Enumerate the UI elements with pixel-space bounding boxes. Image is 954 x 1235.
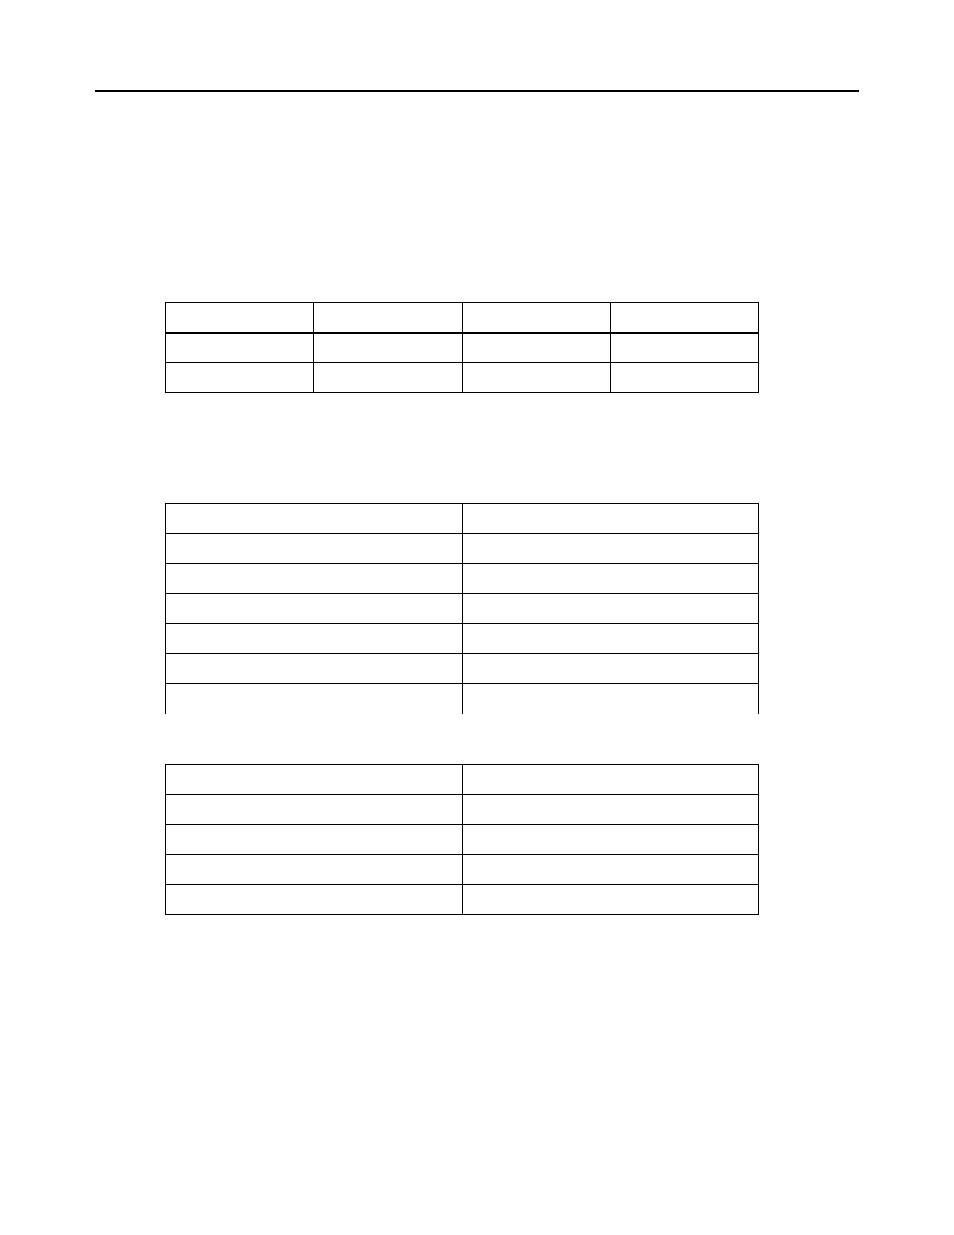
table-cell: [462, 564, 759, 594]
table-cell: [462, 684, 759, 714]
table-cell: [314, 363, 462, 393]
header-rule: [95, 90, 859, 92]
table-cell: [166, 363, 314, 393]
table-cell: [462, 764, 759, 794]
table-cell: [166, 684, 463, 714]
table-cell: [462, 594, 759, 624]
table-cell: [462, 794, 759, 824]
table-cell: [166, 624, 463, 654]
table-row: [166, 884, 759, 914]
table-row: [166, 564, 759, 594]
table-row: [166, 654, 759, 684]
table-row: [166, 624, 759, 654]
table-2: [165, 503, 759, 714]
table-cell: [610, 303, 758, 333]
table-cell: [462, 884, 759, 914]
table-row: [166, 764, 759, 794]
table-cell: [462, 624, 759, 654]
table-cell: [166, 333, 314, 363]
table-cell: [166, 884, 463, 914]
table-cell: [166, 654, 463, 684]
table-cell: [166, 824, 463, 854]
table-row: [166, 854, 759, 884]
table-cell: [166, 303, 314, 333]
table-row: [166, 333, 759, 363]
table-cell: [166, 504, 463, 534]
table-row: [166, 504, 759, 534]
table-3: [165, 764, 759, 915]
table-row: [166, 824, 759, 854]
table-cell: [166, 764, 463, 794]
table-cell: [462, 534, 759, 564]
table-cell: [462, 854, 759, 884]
table-cell: [610, 363, 758, 393]
table-cell: [314, 303, 462, 333]
table-row: [166, 684, 759, 714]
table-cell: [166, 594, 463, 624]
table-cell: [166, 854, 463, 884]
table-row: [166, 794, 759, 824]
table-cell: [314, 333, 462, 363]
table-1: [165, 302, 759, 393]
table-row: [166, 534, 759, 564]
table-cell: [462, 824, 759, 854]
table-row: [166, 303, 759, 333]
tables-area: [165, 302, 759, 915]
table-cell: [462, 333, 610, 363]
table-row: [166, 363, 759, 393]
table-row: [166, 594, 759, 624]
table-cell: [166, 534, 463, 564]
table-cell: [462, 303, 610, 333]
table-cell: [166, 564, 463, 594]
page: [0, 0, 954, 1235]
table-cell: [462, 363, 610, 393]
table-cell: [610, 333, 758, 363]
table-cell: [462, 504, 759, 534]
table-cell: [462, 654, 759, 684]
table-cell: [166, 794, 463, 824]
